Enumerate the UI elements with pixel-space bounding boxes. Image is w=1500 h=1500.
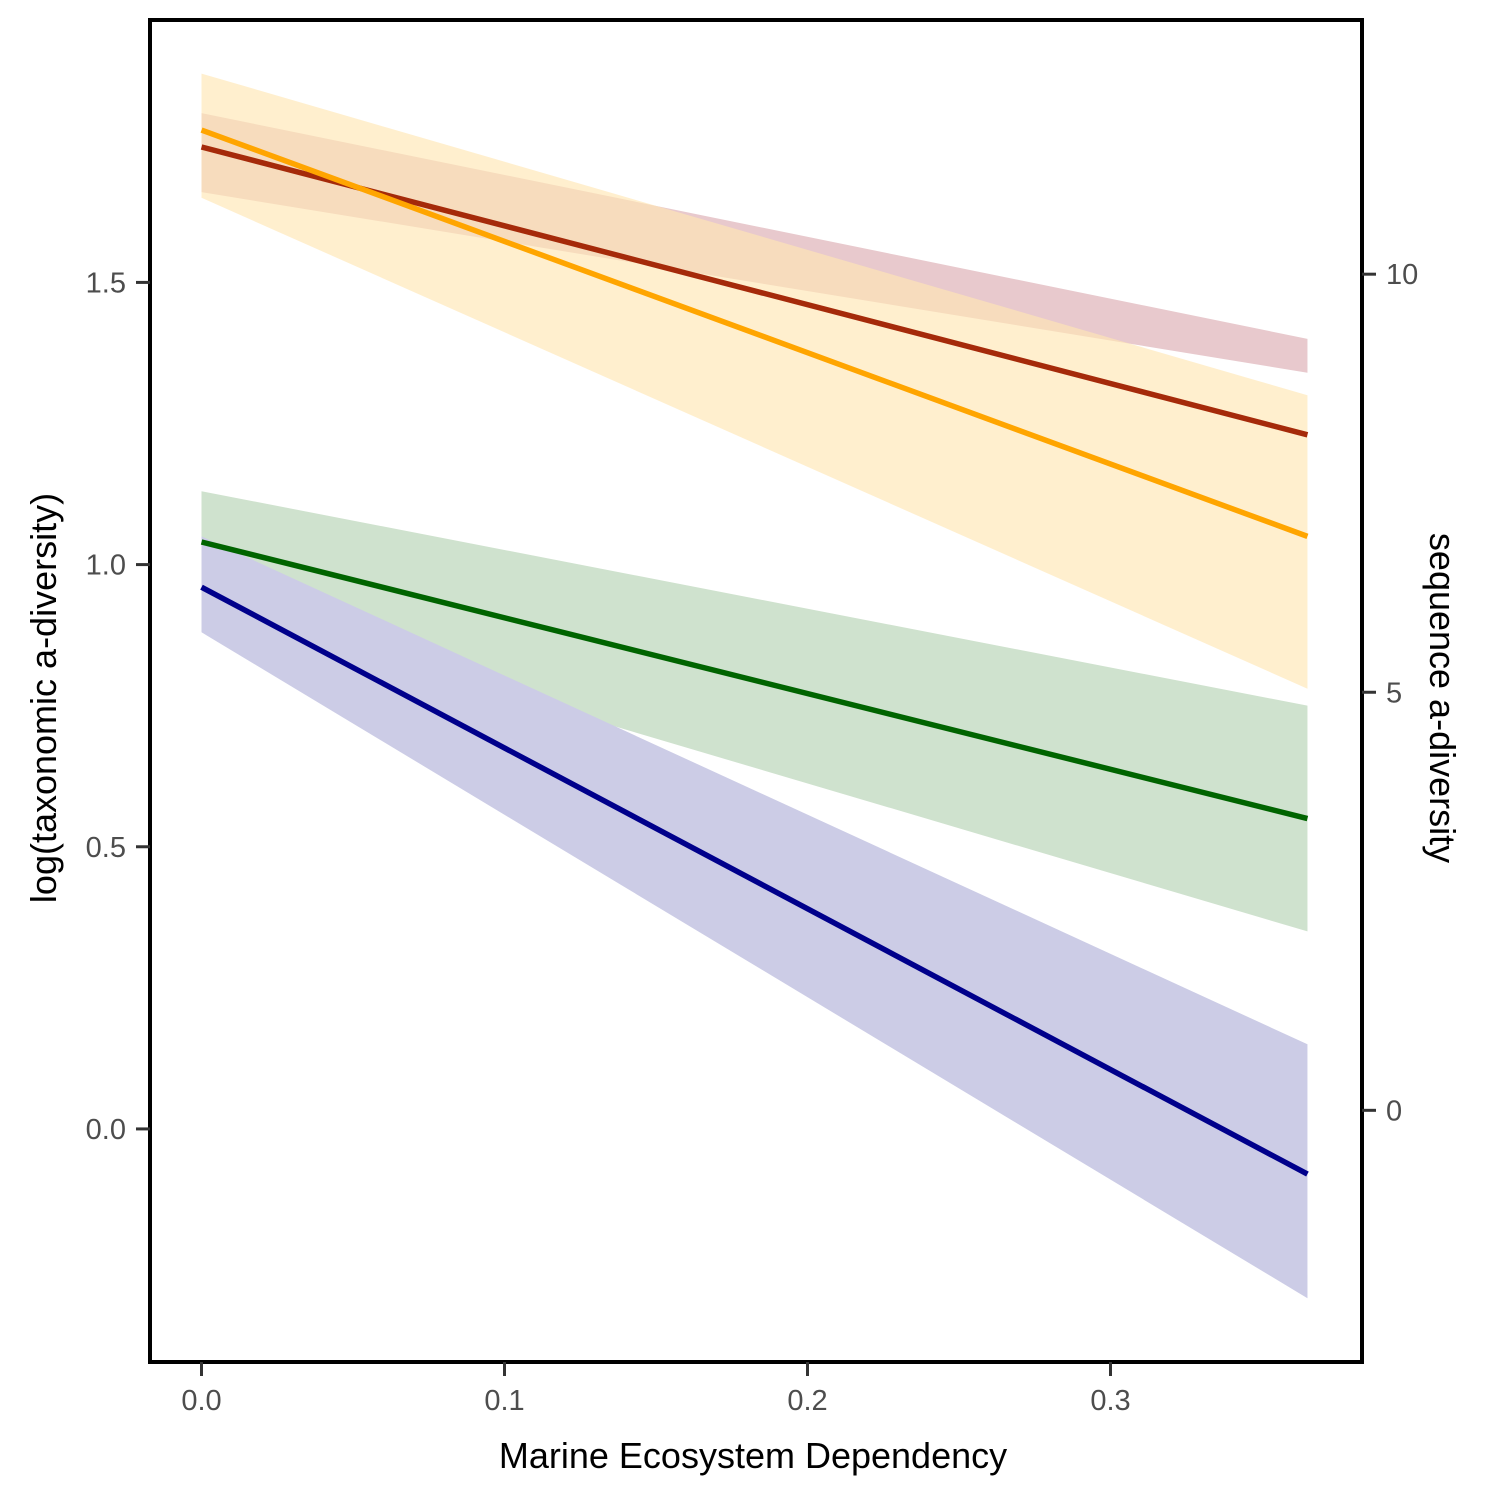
fit-line-2 [200,127,1309,539]
y-tick-label: 1.0 [86,550,126,582]
confidence-band-3 [201,491,1308,932]
confidence-bands [201,73,1308,1299]
x-tick-label: 0.3 [1090,1385,1130,1417]
y-axis-title: log(taxonomic a-diversity) [23,493,64,903]
y2-tick-label: 0 [1386,1095,1402,1127]
y2-axis-title: sequence a-diversity [1422,533,1463,863]
fit-lines [200,127,1309,1177]
x-tick-label: 0.2 [787,1385,827,1417]
fit-line-3 [200,539,1309,822]
y-tick-label: 1.5 [86,267,126,299]
fit-line-4 [200,584,1309,1177]
y2-tick-label: 10 [1386,259,1418,291]
x-tick-label: 0.1 [484,1385,524,1417]
y-tick-label: 0.0 [86,1114,126,1146]
y2-tick-label: 5 [1386,677,1402,709]
x-tick-label: 0.0 [181,1385,221,1417]
x-axis-title: Marine Ecosystem Dependency [499,1435,1007,1476]
confidence-band-2 [201,73,1308,689]
confidence-band-4 [201,536,1308,1299]
axes: 0.0 0.1 0.2 0.3 0.0 0.5 1.0 1.5 0 5 10 [86,18,1418,1417]
y-tick-label: 0.5 [86,832,126,864]
